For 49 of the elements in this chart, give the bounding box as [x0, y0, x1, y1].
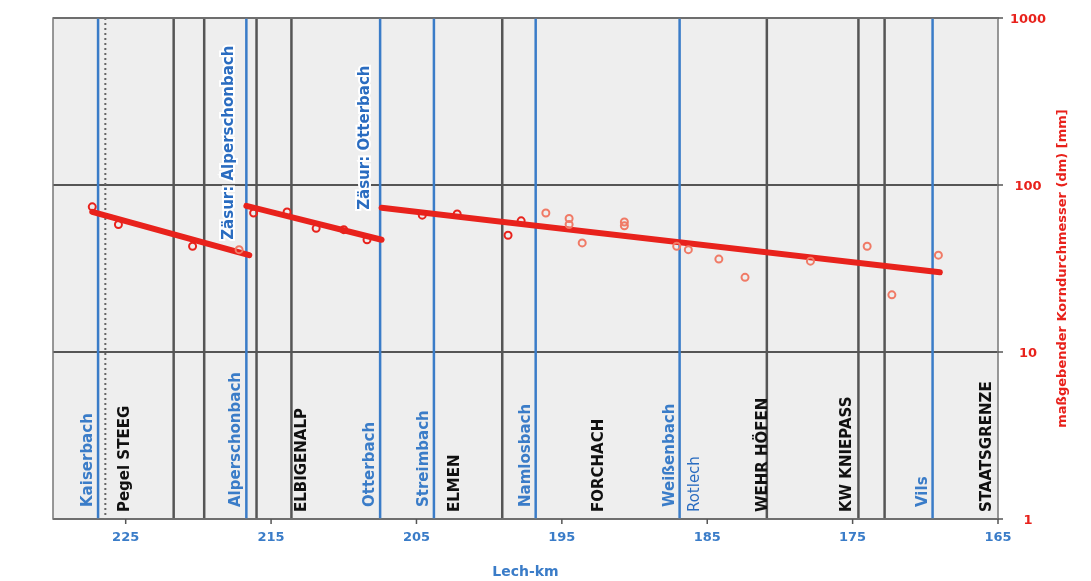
x-tick-label: 185: [693, 529, 721, 544]
point: [188, 241, 198, 251]
annotation: Zäsur: Alperschonbach: [219, 45, 238, 240]
point: [862, 241, 872, 251]
x-axis-title: Lech-km: [492, 563, 559, 579]
annotation: WEHR HÖFEN: [752, 397, 772, 513]
point: [113, 220, 123, 230]
y-axis-title: maßgebender Korndurchmesser (dm) [mm]: [1054, 109, 1069, 428]
annotation: Rotlech: [684, 456, 703, 513]
ref-line-label: Otterbach: [360, 421, 379, 507]
y-tick-label: 1000: [1009, 11, 1047, 26]
annotation: ELBIGENALP: [292, 407, 311, 513]
point: [933, 250, 943, 260]
point: [577, 238, 587, 248]
point: [234, 245, 244, 255]
y-tick-label: 100: [1014, 178, 1042, 193]
annotation: FORCHACH: [588, 418, 607, 513]
y-tick-label: 10: [1018, 345, 1038, 360]
point: [740, 272, 750, 282]
point: [683, 245, 693, 255]
annotation: ELMEN: [444, 454, 463, 513]
x-tick-label: 225: [112, 529, 140, 544]
point: [619, 221, 629, 231]
x-tick-label: 165: [984, 529, 1012, 544]
ref-line-label: Streimbach: [413, 410, 432, 507]
point: [619, 217, 629, 227]
annotation: Zäsur: Otterbach: [354, 65, 373, 210]
ref-line-label: Kaiserbach: [78, 413, 97, 507]
x-tick-label: 205: [402, 529, 431, 544]
point: [714, 254, 724, 264]
point: [541, 208, 551, 218]
point: [564, 214, 574, 224]
point: [672, 241, 682, 251]
annotation: STAATSGRENZE: [976, 381, 995, 513]
annotation: Pegel STEEG: [114, 405, 133, 513]
ref-line-label: Alperschonbach: [226, 372, 245, 507]
x-tick-label: 215: [257, 529, 285, 544]
annotation: KW KNIEPASS: [837, 396, 856, 513]
point: [805, 256, 815, 266]
point: [887, 290, 897, 300]
y-tick-label: 1: [1023, 512, 1033, 527]
point: [503, 230, 513, 240]
x-tick-label: 175: [839, 529, 867, 544]
point: [87, 202, 97, 212]
ref-line-label: Namlosbach: [515, 403, 534, 507]
ref-line-label: Vils: [912, 476, 931, 507]
point: [564, 220, 574, 230]
ref-line-label: Weißenbach: [659, 403, 678, 507]
x-tick-label: 195: [548, 529, 576, 544]
